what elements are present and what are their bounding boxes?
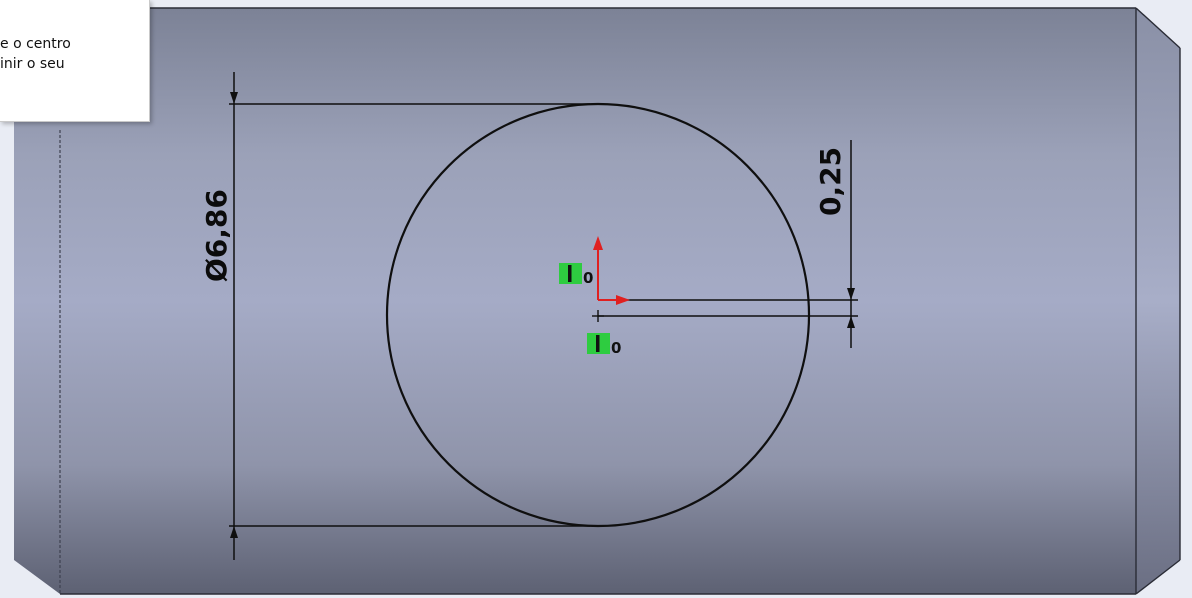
origin-icon[interactable] (593, 236, 630, 305)
vertical-relation-badge-bottom[interactable]: 0 (587, 333, 621, 357)
sketch-circle[interactable] (385, 102, 811, 528)
vertical-relation-icon (568, 265, 572, 282)
offset-arrow-top (847, 288, 855, 300)
chamfer-edge-top (1135, 7, 1181, 49)
cylinder-part[interactable] (14, 7, 1181, 595)
tooltip-popup: e o centro inir o seu (0, 0, 150, 122)
tooltip-line-1: e o centro (0, 36, 71, 52)
origin-x-arrow (616, 295, 630, 305)
diameter-dimension-text[interactable]: Ø6,86 (200, 189, 233, 282)
circle-center-point[interactable] (592, 310, 604, 322)
relation-badge-label: 0 (611, 339, 621, 357)
vertical-relation-badge-top[interactable]: 0 (559, 263, 593, 287)
diameter-dimension[interactable]: Ø6,86 (200, 72, 590, 560)
relation-badge-label: 0 (583, 269, 593, 287)
diameter-arrow-bottom (230, 526, 238, 538)
tooltip-line-2: inir o seu (0, 56, 65, 72)
chamfer-edge-bottom (1135, 559, 1181, 595)
origin-y-arrow (593, 236, 603, 250)
offset-dimension-text[interactable]: 0,25 (814, 147, 847, 216)
offset-dimension[interactable]: 0,25 (598, 140, 858, 348)
vertical-relation-icon (596, 335, 600, 352)
offset-arrow-bottom (847, 316, 855, 328)
part-body-face[interactable] (14, 8, 1136, 594)
part-end-chamfer[interactable] (1136, 8, 1180, 594)
diameter-arrow-top (230, 92, 238, 104)
